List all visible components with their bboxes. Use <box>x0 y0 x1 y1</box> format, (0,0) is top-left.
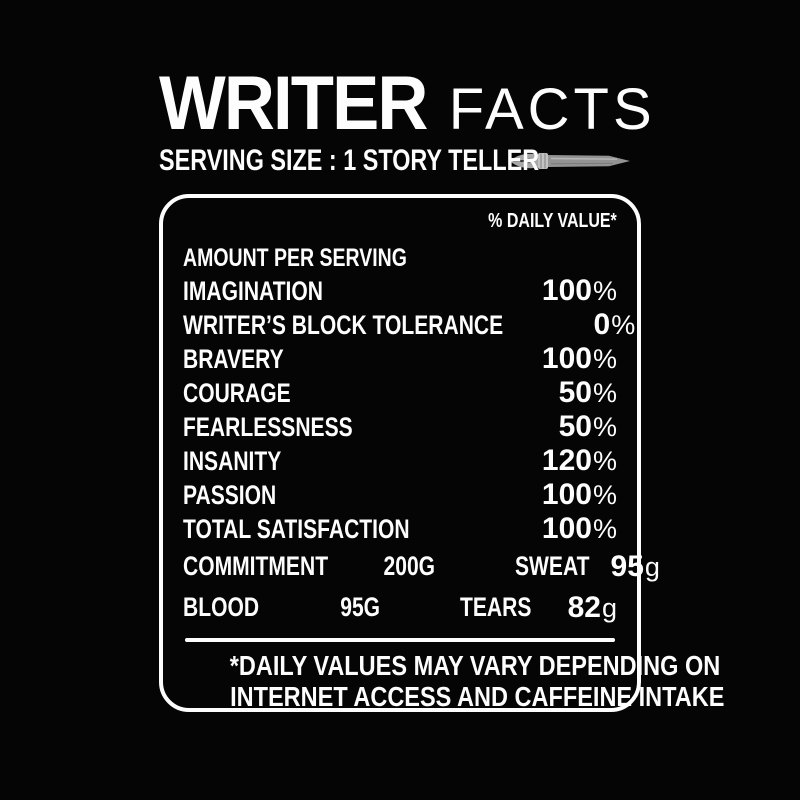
fact-row-commitment-sweat: COMMITMENT 200G SWEAT 95g <box>183 546 660 587</box>
fact-row-imagination: IMAGINATION 100% <box>183 274 617 308</box>
fact-row-passion: PASSION 100% <box>183 478 617 512</box>
fact-value: 82g <box>568 591 617 625</box>
fact-label-text: WRITER’S BLOCK TOLERANCE <box>183 309 504 340</box>
fact-value: 200G <box>369 551 436 582</box>
fact-label-text: IMAGINATION <box>183 275 323 306</box>
fact-label: SWEAT <box>515 551 611 582</box>
fact-label: TOTAL SATISFACTION <box>183 514 474 545</box>
fact-value-text: 200G <box>383 551 436 581</box>
fact-label-text: TEARS <box>460 592 532 622</box>
fact-label: BLOOD <box>183 592 329 623</box>
fact-value-unit: % <box>592 412 617 442</box>
fact-label: COURAGE <box>183 378 321 409</box>
fact-value: 100% <box>542 478 617 512</box>
fact-row-bravery: BRAVERY 100% <box>183 342 617 376</box>
amount-per-serving-header: AMOUNT PER SERVING <box>183 242 617 274</box>
footnote-text: *DAILY VALUES MAY VARY DEPENDING ON <box>229 650 721 681</box>
fact-value-unit: % <box>592 276 617 306</box>
fact-row-writers-block-tolerance: WRITER’S BLOCK TOLERANCE 0% <box>183 308 635 342</box>
fact-value-unit: % <box>611 310 636 340</box>
fact-value: 95G <box>329 592 380 623</box>
fact-value-number: 95 <box>610 549 644 583</box>
daily-value-header: % DAILY VALUE* <box>183 208 617 234</box>
fact-value-unit: % <box>592 378 617 408</box>
fact-value-unit: g <box>644 551 660 582</box>
fact-label: INSANITY <box>183 446 309 477</box>
fact-label: IMAGINATION <box>183 276 362 307</box>
serving-size-line: SERVING SIZE : 1 STORY TELLER <box>159 144 641 178</box>
fact-value-number: 100 <box>541 478 592 511</box>
fact-label: PASSION <box>183 480 303 511</box>
dip-pen-icon <box>510 153 630 169</box>
footnote-line-1: *DAILY VALUES MAY VARY DEPENDING ON <box>183 650 721 681</box>
fact-value: 95g <box>611 550 660 584</box>
fact-value: 120% <box>542 444 617 478</box>
footnote-line-2: INTERNET ACCESS AND CAFFEINE INTAKE <box>183 681 724 712</box>
fact-value: 100% <box>542 342 617 376</box>
fact-value: 0% <box>594 308 636 342</box>
fact-value-number: 50 <box>558 410 592 443</box>
fact-label-text: PASSION <box>183 479 277 510</box>
page-title: WRITER FACTS <box>159 60 652 146</box>
nutrition-label-box: % DAILY VALUE* AMOUNT PER SERVING IMAGIN… <box>159 194 725 712</box>
fact-label-text: BRAVERY <box>183 343 284 374</box>
fact-label-text: COURAGE <box>183 377 291 408</box>
daily-value-header-text: % DAILY VALUE* <box>488 210 617 232</box>
fact-value-unit: % <box>592 480 617 510</box>
fact-value-number: 100 <box>541 342 592 375</box>
fact-label: COMMITMENT <box>183 551 369 582</box>
fact-value-unit: % <box>592 514 617 544</box>
fact-label: TEARS <box>460 592 552 623</box>
footnote-text: INTERNET ACCESS AND CAFFEINE INTAKE <box>230 681 725 712</box>
title-sub: FACTS <box>448 77 656 142</box>
fact-value-number: 120 <box>541 444 592 477</box>
fact-row-total-satisfaction: TOTAL SATISFACTION 100% <box>183 512 617 546</box>
header: WRITER FACTS SERVING SIZE : 1 STORY TELL… <box>159 60 652 178</box>
fact-value: 100% <box>542 512 617 546</box>
fact-label-text: SWEAT <box>515 551 590 581</box>
fact-value-unit: g <box>601 592 617 623</box>
fact-value-unit: % <box>592 344 617 374</box>
fact-label-text: TOTAL SATISFACTION <box>183 513 410 544</box>
amount-per-serving-text: AMOUNT PER SERVING <box>183 244 407 272</box>
fact-label-text: FEARLESSNESS <box>183 411 353 442</box>
fact-value-number: 82 <box>567 590 601 624</box>
fact-value: 50% <box>559 376 617 410</box>
fact-value-number: 100 <box>541 512 592 545</box>
fact-value-number: 50 <box>558 376 592 409</box>
fact-value-number: 0 <box>593 308 611 341</box>
fact-label: FEARLESSNESS <box>183 412 401 443</box>
fact-row-fearlessness: FEARLESSNESS 50% <box>183 410 617 444</box>
footnote: *DAILY VALUES MAY VARY DEPENDING ON INTE… <box>183 650 725 712</box>
fact-value-number: 100 <box>541 274 592 307</box>
serving-size-text-wrap: SERVING SIZE : 1 STORY TELLER <box>159 144 539 178</box>
fact-row-blood-tears: BLOOD 95G TEARS 82g <box>183 587 617 628</box>
fact-value-text: 95G <box>340 592 381 622</box>
fact-label: BRAVERY <box>183 344 312 375</box>
fact-row-courage: COURAGE 50% <box>183 376 617 410</box>
serving-size-text: SERVING SIZE : 1 STORY TELLER <box>159 144 540 177</box>
fact-row-insanity: INSANITY 120% <box>183 444 617 478</box>
fact-value-unit: % <box>592 446 617 476</box>
fact-label: WRITER’S BLOCK TOLERANCE <box>183 310 594 341</box>
fact-label-text: INSANITY <box>183 445 282 476</box>
fact-label-text: COMMITMENT <box>183 551 329 581</box>
title-main: WRITER <box>159 61 428 146</box>
fact-value: 50% <box>559 410 617 444</box>
fact-label-text: BLOOD <box>183 592 260 622</box>
fact-value: 100% <box>542 274 617 308</box>
footnote-divider <box>185 638 615 642</box>
